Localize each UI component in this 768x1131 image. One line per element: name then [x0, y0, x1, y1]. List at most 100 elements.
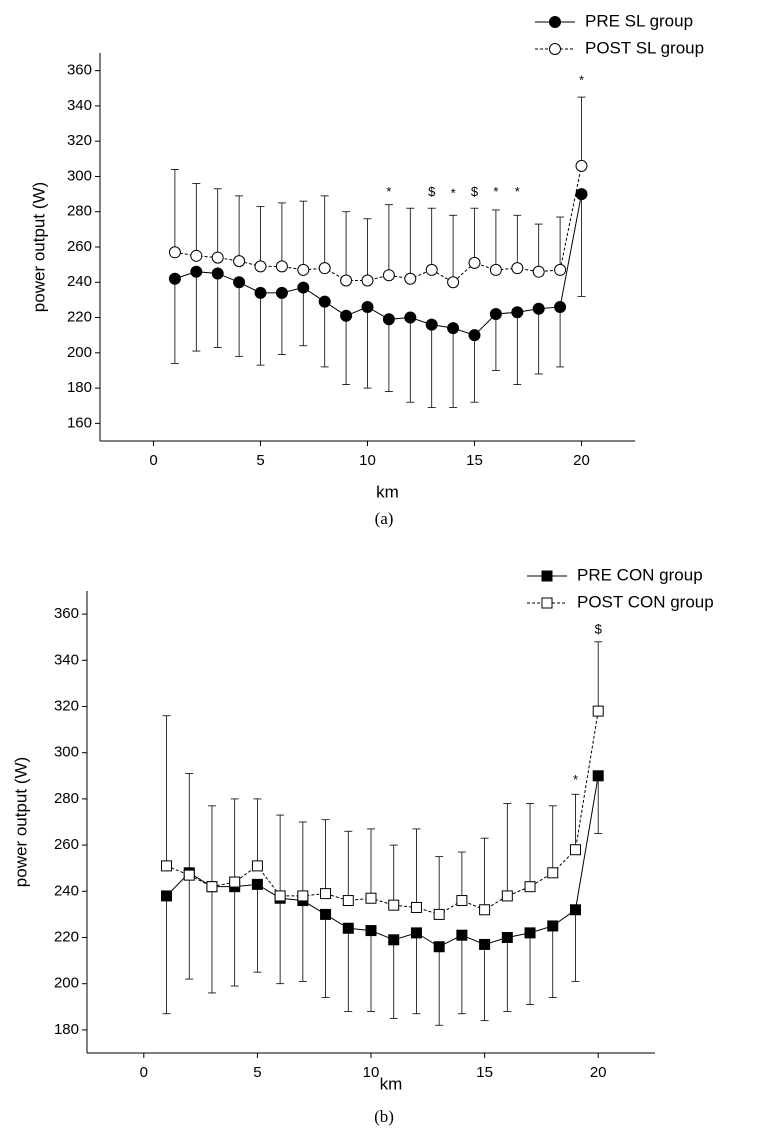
marker	[524, 881, 536, 893]
marker	[297, 281, 310, 294]
marker	[275, 260, 288, 273]
marker	[318, 262, 331, 275]
marker	[168, 246, 181, 259]
annotation: $	[428, 184, 436, 199]
marker	[547, 867, 559, 879]
marker	[575, 159, 588, 172]
marker	[297, 890, 309, 902]
annotation: *	[573, 772, 578, 787]
marker	[318, 295, 331, 308]
marker	[211, 251, 224, 264]
marker	[365, 925, 377, 937]
marker	[365, 892, 377, 904]
marker	[388, 934, 400, 946]
x-axis-label: km	[376, 482, 399, 501]
marker	[342, 895, 354, 907]
annotation: *	[493, 184, 498, 199]
caption: (b)	[374, 1107, 394, 1126]
marker	[404, 272, 417, 285]
y-tick-label: 360	[67, 62, 92, 79]
marker	[501, 890, 513, 902]
y-tick-label: 320	[54, 697, 79, 714]
marker	[433, 941, 445, 953]
marker	[274, 890, 286, 902]
y-axis-label: power output (W)	[11, 757, 30, 887]
marker	[168, 272, 181, 285]
marker	[425, 263, 438, 276]
marker	[211, 267, 224, 280]
marker	[447, 322, 460, 335]
marker	[254, 286, 267, 299]
y-tick-label: 260	[54, 836, 79, 853]
marker	[447, 276, 460, 289]
marker	[569, 844, 581, 856]
marker	[251, 878, 263, 890]
legend-label: PRE CON group	[577, 565, 703, 584]
annotation: *	[579, 73, 584, 88]
marker	[190, 249, 203, 262]
marker	[206, 881, 218, 893]
marker	[161, 890, 173, 902]
caption: (a)	[375, 509, 394, 528]
marker	[489, 308, 502, 321]
y-tick-label: 360	[54, 605, 79, 622]
y-axis-label: power output (W)	[29, 182, 48, 312]
marker	[340, 309, 353, 322]
marker	[541, 570, 553, 582]
marker	[468, 329, 481, 342]
y-tick-label: 160	[67, 414, 92, 431]
marker	[233, 255, 246, 268]
marker	[251, 860, 263, 872]
marker	[297, 263, 310, 276]
y-tick-label: 260	[67, 238, 92, 255]
x-tick-label: 20	[590, 1064, 607, 1081]
y-tick-label: 220	[67, 309, 92, 326]
y-tick-label: 200	[67, 344, 92, 361]
y-tick-label: 240	[54, 882, 79, 899]
marker	[361, 274, 374, 287]
marker	[229, 876, 241, 888]
y-tick-label: 180	[67, 379, 92, 396]
marker	[541, 597, 553, 609]
marker	[190, 265, 203, 278]
series-line	[166, 775, 599, 948]
x-tick-label: 0	[149, 452, 157, 469]
y-tick-label: 280	[54, 790, 79, 807]
marker	[592, 770, 604, 782]
annotation: $	[471, 184, 479, 199]
annotation: *	[515, 184, 520, 199]
marker	[524, 927, 536, 939]
marker	[410, 927, 422, 939]
marker	[532, 302, 545, 315]
x-tick-label: 5	[253, 1064, 261, 1081]
marker	[532, 265, 545, 278]
marker	[575, 188, 588, 201]
x-axis-label: km	[380, 1074, 403, 1093]
marker	[340, 274, 353, 287]
marker	[382, 269, 395, 282]
y-tick-label: 180	[54, 1021, 79, 1038]
x-tick-label: 10	[359, 452, 376, 469]
y-tick-label: 300	[54, 744, 79, 761]
annotation: *	[386, 184, 391, 199]
annotation: $	[595, 622, 603, 637]
marker	[320, 908, 332, 920]
x-tick-label: 5	[256, 452, 264, 469]
marker	[547, 920, 559, 932]
legend-label: POST CON group	[577, 592, 714, 611]
legend-label: PRE SL group	[585, 11, 693, 30]
y-tick-label: 340	[54, 651, 79, 668]
marker	[320, 888, 332, 900]
marker	[456, 895, 468, 907]
x-tick-label: 15	[466, 452, 483, 469]
x-tick-label: 0	[140, 1064, 148, 1081]
marker	[410, 901, 422, 913]
marker	[161, 860, 173, 872]
marker	[554, 300, 567, 313]
marker	[382, 313, 395, 326]
marker	[554, 263, 567, 276]
marker	[479, 904, 491, 916]
y-tick-label: 240	[67, 273, 92, 290]
marker	[549, 43, 561, 55]
